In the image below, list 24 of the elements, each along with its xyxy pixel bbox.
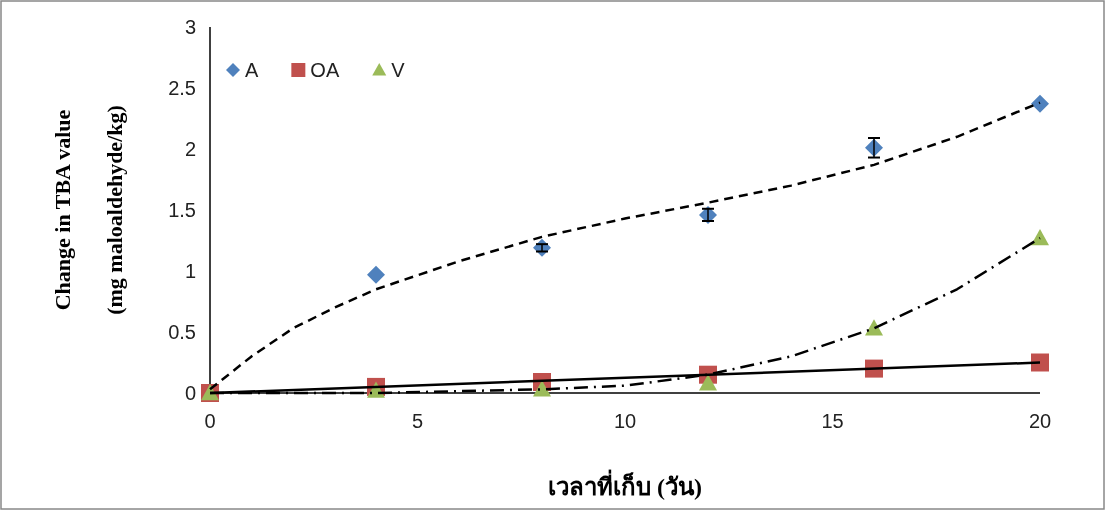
- y-tick-label: 1.5: [168, 199, 196, 221]
- y-tick-label: 3: [184, 16, 196, 38]
- x-tick-label: 20: [1028, 410, 1052, 432]
- legend-label: V: [391, 59, 406, 81]
- point: [1031, 229, 1049, 246]
- point: [699, 374, 717, 391]
- y-tick-label: 0.5: [168, 321, 196, 343]
- x-axis-title: เวลาที่เก็บ (วัน): [548, 469, 702, 500]
- x-tick-label: 10: [613, 410, 637, 432]
- point: [533, 380, 551, 397]
- text: Change in TBA value (mg maloaldehyde/kg): [50, 105, 127, 315]
- point: [1031, 94, 1049, 113]
- legend-label: A: [245, 59, 259, 81]
- y-tick-label: 1: [184, 260, 196, 282]
- point: [1031, 353, 1049, 372]
- y-tick-label: 2.5: [168, 77, 196, 99]
- legend-label: OA: [310, 59, 340, 81]
- x-tick-label: 0: [204, 410, 216, 432]
- x-tick-label: 15: [821, 410, 844, 432]
- point: [367, 265, 385, 284]
- y-tick-label: 2: [184, 138, 196, 160]
- point: [865, 319, 883, 336]
- y-tick-label: 0: [184, 382, 196, 404]
- x-tick-label: 5: [411, 410, 424, 432]
